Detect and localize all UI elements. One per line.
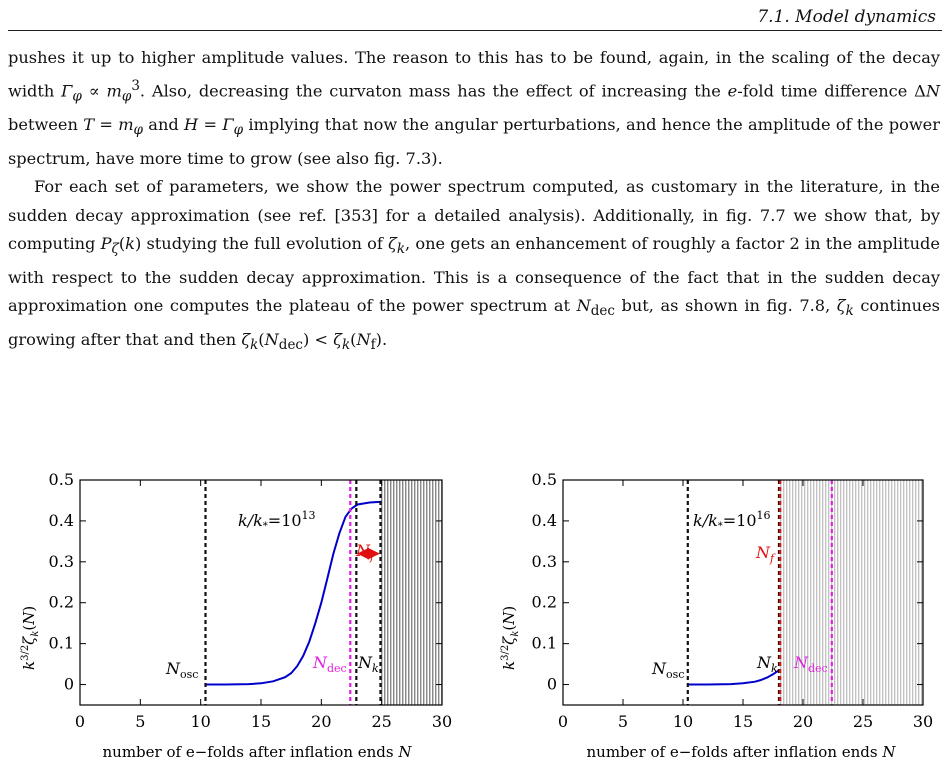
y-tick-label: 0.1 <box>49 634 74 653</box>
label-n-f: Nf <box>755 543 776 565</box>
shaded-region <box>779 480 923 705</box>
y-tick-label: 0.3 <box>532 552 557 571</box>
paragraph-1: pushes it up to higher amplitude values.… <box>8 48 940 169</box>
label-n-f: Nf <box>355 541 376 563</box>
chart-panel-2: 0 5 10 15 20 25 30 0 0.1 0.2 0.3 0.4 0.5 k/k*=1016 N… <box>500 470 933 761</box>
y-tick-label: 0.4 <box>49 511 74 530</box>
y-tick-label: 0 <box>64 675 74 694</box>
x-tick-label: 0 <box>558 712 568 731</box>
x-axis-label: number of e−folds after inflation ends N <box>587 743 897 761</box>
x-tick-label: 25 <box>371 712 391 731</box>
x-tick-label: 5 <box>618 712 628 731</box>
header-rule <box>8 30 942 31</box>
plot-frame <box>79 479 443 706</box>
y-axis-label: k3/2ζk(N) <box>500 606 521 670</box>
x-tick-label: 10 <box>190 712 210 731</box>
x-tick-label: 15 <box>251 712 271 731</box>
shaded-region <box>380 480 442 705</box>
x-tick-label: 20 <box>311 712 331 731</box>
x-tick-label: 25 <box>853 712 873 731</box>
annotation-k-ratio: k/k*=1016 <box>693 509 771 532</box>
figure: 0 5 10 15 20 25 30 0 0.1 0.2 0.3 0.4 0.5 k/k*=1013 N… <box>20 470 933 761</box>
x-tick-label: 5 <box>135 712 145 731</box>
x-tick-label: 0 <box>75 712 85 731</box>
body-text: pushes it up to higher amplitude values.… <box>8 44 940 360</box>
y-tick-label: 0.2 <box>49 593 74 612</box>
x-axis-label: number of e−folds after inflation ends N <box>103 743 413 761</box>
section-title: 7.1. Model dynamics <box>757 7 936 27</box>
y-tick-label: 0.1 <box>532 634 557 653</box>
label-n-k: Nk <box>756 653 778 675</box>
label-n-k: Nk <box>357 653 379 675</box>
x-tick-label: 30 <box>432 712 452 731</box>
y-tick-label: 0.3 <box>49 552 74 571</box>
y-tick-label: 0.5 <box>49 470 74 489</box>
y-tick-label: 0.2 <box>532 593 557 612</box>
plot-frame <box>562 479 924 706</box>
chart-panel-1: 0 5 10 15 20 25 30 0 0.1 0.2 0.3 0.4 0.5 k/k*=1013 N… <box>20 470 452 761</box>
y-axis-label: k3/2ζk(N) <box>20 606 41 670</box>
x-tick-label: 30 <box>913 712 933 731</box>
y-tick-label: 0 <box>547 675 557 694</box>
x-tick-label: 10 <box>673 712 693 731</box>
running-header: 7.1. Model dynamics <box>8 4 936 30</box>
paragraph-2: For each set of parameters, we show the … <box>8 177 940 354</box>
label-n-osc: Nosc <box>165 659 198 681</box>
y-tick-label: 0.5 <box>532 470 557 489</box>
label-n-osc: Nosc <box>651 659 684 681</box>
x-tick-label: 15 <box>733 712 753 731</box>
label-n-dec: Ndec <box>312 653 347 675</box>
annotation-k-ratio: k/k*=1013 <box>238 509 316 532</box>
x-tick-label: 20 <box>793 712 813 731</box>
zeta-curve <box>687 669 780 686</box>
y-tick-label: 0.4 <box>532 511 557 530</box>
